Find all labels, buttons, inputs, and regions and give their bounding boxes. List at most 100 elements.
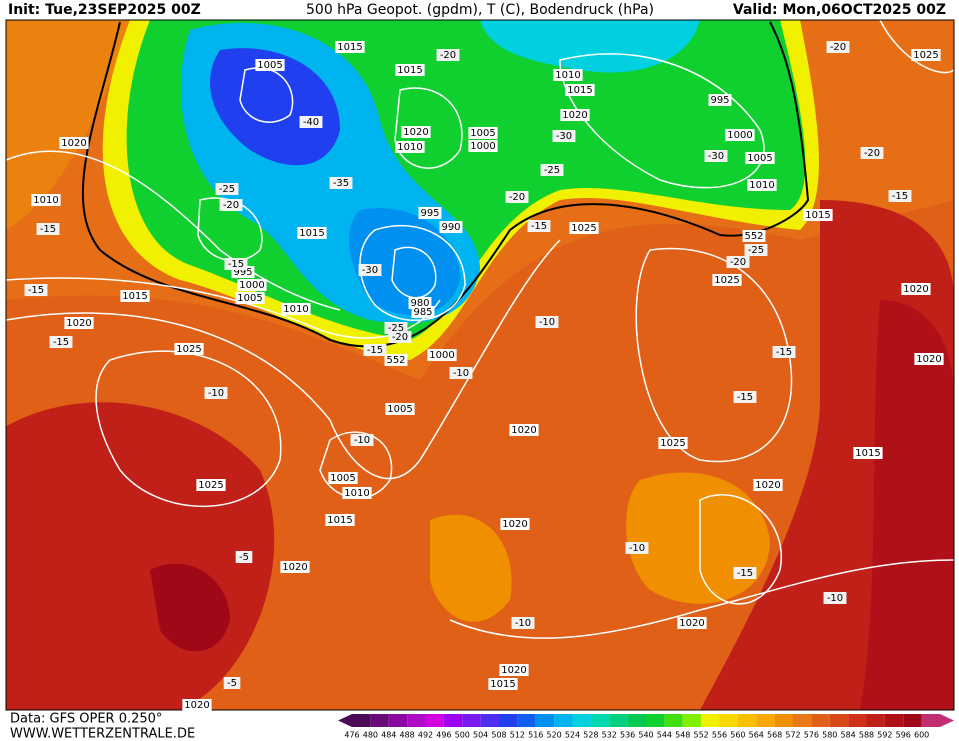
temperature-label: -10 bbox=[539, 317, 555, 328]
isobar-label: 1020 bbox=[562, 110, 587, 121]
isobar-label-box bbox=[418, 207, 442, 219]
temperature-label-box bbox=[224, 258, 248, 270]
scale-swatch bbox=[793, 714, 812, 727]
isobar-label: 1025 bbox=[198, 480, 223, 491]
scale-swatch bbox=[554, 714, 573, 727]
scale-label: 512 bbox=[510, 731, 525, 740]
scale-swatch bbox=[701, 714, 720, 727]
scale-swatch bbox=[462, 714, 481, 727]
isobar-label-box bbox=[64, 317, 94, 329]
isobar-label-box bbox=[235, 292, 265, 304]
temperature-label: -5 bbox=[239, 552, 249, 563]
scale-label: 592 bbox=[877, 731, 892, 740]
isobar-label-box bbox=[553, 69, 583, 81]
init-time: Init: Tue,23SEP2025 00Z bbox=[8, 2, 201, 18]
temperature-label: -25 bbox=[544, 165, 560, 176]
isobar-label-box bbox=[565, 84, 595, 96]
map-field bbox=[6, 20, 954, 710]
isobar-label-box bbox=[237, 279, 267, 291]
isobar-label-box bbox=[182, 699, 212, 711]
isobar-label: 552 bbox=[386, 355, 405, 366]
isobar-label-box bbox=[488, 678, 518, 690]
temperature-label: -15 bbox=[40, 224, 56, 235]
isobar-label: 1000 bbox=[239, 280, 264, 291]
temperature-label-box bbox=[511, 617, 535, 629]
isobar-label: 1020 bbox=[61, 138, 86, 149]
scale-label: 552 bbox=[693, 731, 708, 740]
temperature-label: -15 bbox=[228, 259, 244, 270]
isobar-label-box bbox=[725, 129, 755, 141]
scale-label: 556 bbox=[712, 731, 727, 740]
temperature-label-box bbox=[449, 367, 473, 379]
temperature-label-box bbox=[733, 391, 757, 403]
isobar-label: 1015 bbox=[397, 65, 422, 76]
isobar-label: 1005 bbox=[237, 293, 262, 304]
scale-label: 524 bbox=[565, 731, 580, 740]
isobar-label-box bbox=[411, 306, 435, 318]
temperature-label-box bbox=[363, 344, 387, 356]
isobar-label: 1010 bbox=[283, 304, 308, 315]
scale-swatch bbox=[352, 714, 371, 727]
scale-arrow-right bbox=[940, 714, 954, 727]
isobar-label-box bbox=[911, 49, 941, 61]
isobar-label-box bbox=[401, 126, 431, 138]
isobar-label-box bbox=[384, 354, 408, 366]
temperature-label: -25 bbox=[388, 323, 404, 334]
temperature-label-box bbox=[215, 183, 239, 195]
isobar-label: 1025 bbox=[660, 438, 685, 449]
temperature-label: -10 bbox=[827, 593, 843, 604]
isobar-label: 1015 bbox=[299, 228, 324, 239]
isobar-label: 1020 bbox=[903, 284, 928, 295]
temperature-label: -30 bbox=[708, 151, 724, 162]
scale-label: 544 bbox=[657, 731, 672, 740]
isobar-label: 1000 bbox=[727, 130, 752, 141]
isobar-label-box bbox=[677, 617, 707, 629]
isobar-label: 1010 bbox=[397, 142, 422, 153]
isobar-label-box bbox=[500, 518, 530, 530]
temperature-label-box bbox=[329, 177, 353, 189]
isobar-label: 1010 bbox=[33, 195, 58, 206]
temperature-label: -5 bbox=[227, 678, 237, 689]
color-scale: 476 480 484 488 492 496 500 504 508 512 516 520 524 5… bbox=[338, 714, 954, 740]
isobar-label: 1015 bbox=[855, 448, 880, 459]
scale-swatch bbox=[737, 714, 757, 727]
map-title: 500 hPa Geopot. (gpdm), T (C), Bodendruc… bbox=[306, 2, 654, 18]
isobar-label-box bbox=[328, 472, 358, 484]
isobar-label-box bbox=[427, 349, 457, 361]
isobar-label-box bbox=[509, 424, 539, 436]
scale-swatch bbox=[682, 714, 702, 727]
scale-label: 528 bbox=[583, 731, 598, 740]
isobar-label: 1005 bbox=[387, 404, 412, 415]
scale-swatch bbox=[407, 714, 426, 727]
temperature-label: -10 bbox=[453, 368, 469, 379]
isobar-label-box bbox=[560, 109, 590, 121]
temperature-label: -20 bbox=[223, 200, 239, 211]
temperature-label-box bbox=[823, 592, 847, 604]
scale-swatch bbox=[572, 714, 591, 727]
temperature-label: -10 bbox=[629, 543, 645, 554]
scale-label: 600 bbox=[914, 731, 929, 740]
scale-swatch bbox=[884, 714, 904, 727]
isobar-label-box bbox=[658, 437, 688, 449]
scale-label: 548 bbox=[675, 731, 690, 740]
isobar-label: 995 bbox=[233, 267, 252, 278]
scale-label: 532 bbox=[602, 731, 617, 740]
scale-swatch bbox=[609, 714, 628, 727]
temperature-label: -25 bbox=[748, 245, 764, 256]
isobar-label-box bbox=[342, 487, 372, 499]
isobar-label-box bbox=[395, 64, 425, 76]
scale-swatch bbox=[499, 714, 518, 727]
scale-label: 580 bbox=[822, 731, 837, 740]
isobar-label: 1020 bbox=[502, 519, 527, 530]
isobar-label-box bbox=[120, 290, 150, 302]
temperature-label-box bbox=[535, 316, 559, 328]
isobar-label: 1020 bbox=[282, 562, 307, 573]
temperature-label-box bbox=[235, 551, 253, 563]
temperature-label: -15 bbox=[737, 568, 753, 579]
temperature-label: -15 bbox=[737, 392, 753, 403]
temperature-label-box bbox=[36, 223, 60, 235]
temperature-label: -15 bbox=[28, 285, 44, 296]
isobar-label-box bbox=[395, 141, 425, 153]
isobar-label: 1025 bbox=[714, 275, 739, 286]
temperature-label: -10 bbox=[208, 388, 224, 399]
